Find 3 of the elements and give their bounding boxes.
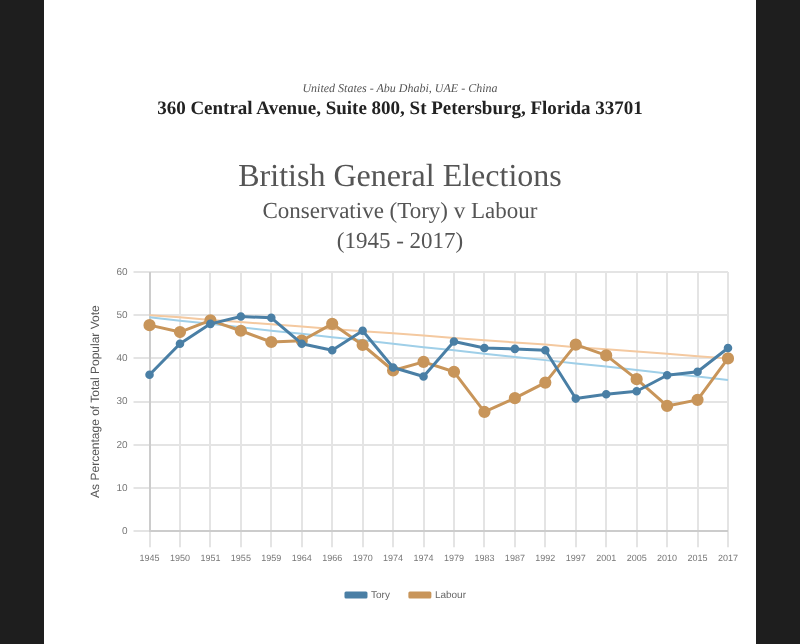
- chart-subtitle: Conservative (Tory) v Labour (1945 - 2017): [260, 198, 540, 258]
- text: 360 Central Avenue, Suite 800, St Petersburg, Florida 33701: [155, 100, 645, 120]
- chart-title: British General Elections: [236, 160, 564, 196]
